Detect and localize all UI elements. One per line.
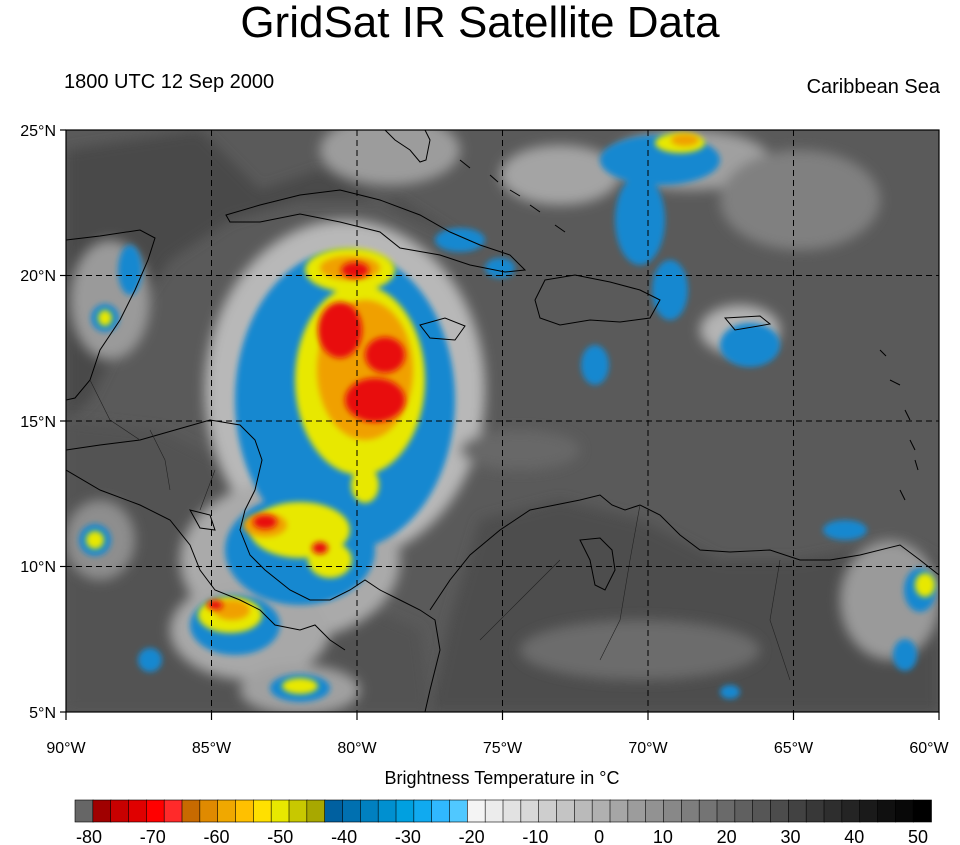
axis-ticks: [60, 129, 940, 720]
colorbar-cell: [253, 799, 272, 823]
coastlines: [66, 130, 939, 712]
region-label: Caribbean Sea: [806, 76, 940, 98]
colorbar-tick-label: -30: [395, 827, 421, 845]
colorbar-cell: [146, 799, 165, 823]
cloud-red-layer: [207, 262, 405, 610]
latitude-labels: 25°N 20°N 15°N 10°N 5°N: [20, 123, 56, 722]
colorbar-cell: [74, 799, 94, 823]
colorbar-tick-label: -40: [331, 827, 357, 845]
colorbar-cell: [467, 799, 486, 823]
colorbar-cell: [859, 799, 879, 823]
longitude-labels: 90°W 85°W 80°W 75°W 70°W 65°W 60°W: [46, 740, 949, 757]
lon-label: 75°W: [483, 740, 523, 757]
map-grid: [66, 130, 939, 712]
colorbar-cell: [377, 799, 397, 823]
colorbar-cell: [734, 799, 754, 823]
colorbar-cell: [609, 799, 629, 823]
colorbar-cell: [520, 799, 540, 823]
colorbar-tick-label: 20: [717, 827, 737, 845]
colorbar-cell: [805, 799, 825, 823]
colorbar-cell: [395, 799, 415, 823]
lon-label: 70°W: [628, 740, 668, 757]
lon-label: 65°W: [774, 740, 814, 757]
colorbar-title: Brightness Temperature in °C: [384, 768, 620, 788]
colorbar-cell: [752, 799, 772, 823]
colorbar-cell: [823, 799, 843, 823]
lat-label: 20°N: [20, 268, 56, 285]
colorbar-cell: [681, 799, 700, 823]
land-shade-north: [66, 130, 480, 420]
colorbar-tick-label: 40: [844, 827, 864, 845]
lon-label: 80°W: [337, 740, 377, 757]
lon-label: 85°W: [192, 740, 232, 757]
colorbar-cell: [431, 799, 451, 823]
colorbar-tick-label: 50: [908, 827, 928, 845]
colorbar-cell: [235, 799, 255, 823]
colorbar-cell: [413, 799, 433, 823]
colorbar-cell: [502, 799, 522, 823]
colorbar-cell: [92, 799, 112, 823]
colorbar-cell: [342, 799, 362, 823]
colorbar-cell: [770, 799, 790, 823]
colorbar-tick-labels: -80 -70 -60 -50 -40 -30 -20 -10 0 10 20 30 40 50: [76, 827, 928, 845]
colorbar-cell: [645, 799, 665, 823]
colorbar-cell: [591, 799, 611, 823]
colorbar-cell: [538, 799, 558, 823]
colorbar-tick-label: 10: [653, 827, 673, 845]
colorbar-cell: [663, 799, 683, 823]
colorbar-tick-label: -20: [459, 827, 485, 845]
colorbar-tick-label: -50: [267, 827, 293, 845]
colorbar-cell: [698, 799, 718, 823]
lon-label: 90°W: [46, 740, 86, 757]
lat-label: 5°N: [29, 705, 56, 722]
colorbar-cell: [449, 799, 469, 823]
colorbar-cell: [716, 799, 736, 823]
colorbar-cell: [627, 799, 647, 823]
colorbar-cell: [484, 799, 504, 823]
lat-label: 15°N: [20, 414, 56, 431]
colorbar-tick-label: -70: [140, 827, 166, 845]
colorbar-tick-label: -10: [522, 827, 548, 845]
colorbar-tick-label: -60: [204, 827, 230, 845]
colorbar-cell: [912, 799, 932, 823]
colorbar-cell: [324, 799, 344, 823]
colorbar-cell: [306, 799, 326, 823]
lat-label: 10°N: [20, 559, 56, 576]
colorbar-tick-label: 0: [594, 827, 604, 845]
colorbar-cell: [895, 799, 914, 823]
colorbar-cell: [199, 799, 219, 823]
colorbar-cell: [360, 799, 379, 823]
colorbar-tick-label: 30: [780, 827, 800, 845]
colorbar-cell: [128, 799, 148, 823]
lon-label: 60°W: [909, 740, 949, 757]
colorbar-cell: [788, 799, 807, 823]
map-title: GridSat IR Satellite Data: [240, 0, 720, 47]
colorbar-cell: [110, 799, 130, 823]
colorbar-cell: [163, 799, 183, 823]
colorbar-cell: [841, 799, 861, 823]
colorbar-tick-label: -80: [76, 827, 102, 845]
colorbar-cell: [877, 799, 897, 823]
colorbar: [74, 799, 932, 823]
colorbar-cell: [574, 799, 593, 823]
colorbar-cell: [181, 799, 201, 823]
colorbar-cell: [270, 799, 290, 823]
colorbar-cell: [288, 799, 308, 823]
country-borders: [89, 379, 791, 681]
timestamp-label: 1800 UTC 12 Sep 2000: [64, 71, 275, 93]
lat-label: 25°N: [20, 123, 56, 140]
colorbar-cell: [217, 799, 237, 823]
colorbar-cell: [556, 799, 576, 823]
